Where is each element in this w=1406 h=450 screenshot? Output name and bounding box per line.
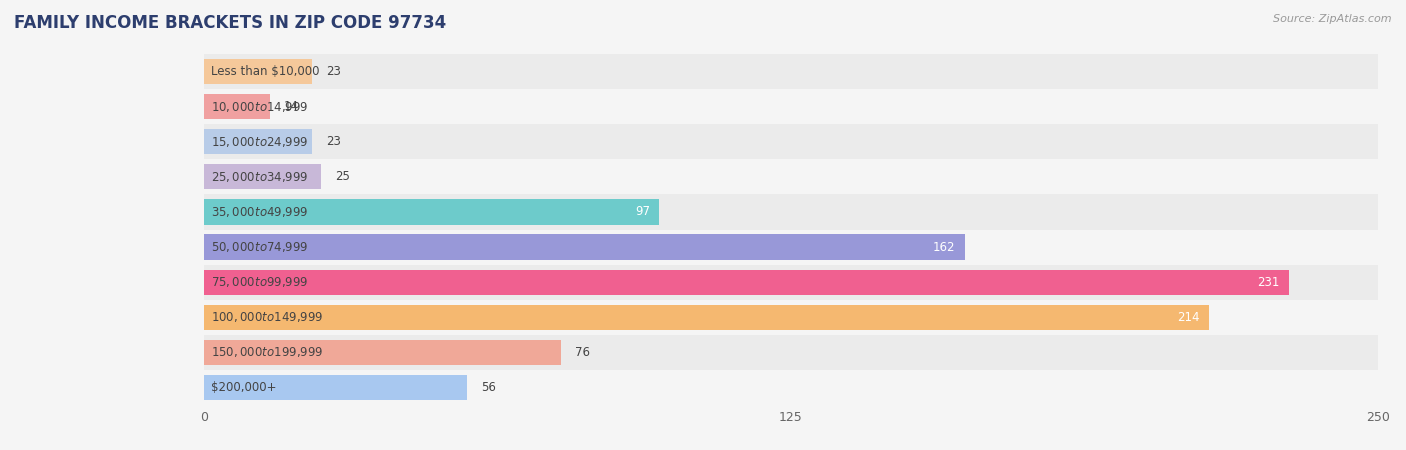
- Text: $35,000 to $49,999: $35,000 to $49,999: [211, 205, 308, 219]
- Bar: [204, 159, 1378, 194]
- Bar: [204, 335, 1378, 370]
- Bar: [204, 375, 467, 400]
- Bar: [204, 194, 1378, 230]
- Bar: [204, 234, 965, 260]
- Bar: [204, 340, 561, 365]
- Bar: [204, 300, 1378, 335]
- Text: 214: 214: [1177, 311, 1199, 324]
- Text: $10,000 to $14,999: $10,000 to $14,999: [211, 99, 308, 114]
- Bar: [204, 230, 1378, 265]
- Text: $100,000 to $149,999: $100,000 to $149,999: [211, 310, 323, 324]
- Bar: [204, 59, 312, 84]
- Text: 97: 97: [636, 206, 650, 218]
- Bar: [204, 164, 321, 189]
- Bar: [204, 54, 1378, 89]
- Text: Less than $10,000: Less than $10,000: [211, 65, 319, 78]
- Text: $15,000 to $24,999: $15,000 to $24,999: [211, 135, 308, 149]
- Text: $75,000 to $99,999: $75,000 to $99,999: [211, 275, 308, 289]
- Text: 14: 14: [284, 100, 298, 113]
- Bar: [204, 89, 1378, 124]
- Text: FAMILY INCOME BRACKETS IN ZIP CODE 97734: FAMILY INCOME BRACKETS IN ZIP CODE 97734: [14, 14, 446, 32]
- Text: Source: ZipAtlas.com: Source: ZipAtlas.com: [1274, 14, 1392, 23]
- Bar: [204, 124, 1378, 159]
- Text: 76: 76: [575, 346, 591, 359]
- Bar: [204, 129, 312, 154]
- Bar: [204, 370, 1378, 405]
- Bar: [204, 265, 1378, 300]
- Text: 23: 23: [326, 65, 340, 78]
- Text: $200,000+: $200,000+: [211, 381, 277, 394]
- Bar: [204, 270, 1289, 295]
- Text: $150,000 to $199,999: $150,000 to $199,999: [211, 345, 323, 360]
- Text: 56: 56: [481, 381, 496, 394]
- Text: 231: 231: [1257, 276, 1279, 288]
- Text: 25: 25: [336, 171, 350, 183]
- Bar: [204, 94, 270, 119]
- Bar: [204, 199, 659, 225]
- Bar: [204, 305, 1209, 330]
- Text: $50,000 to $74,999: $50,000 to $74,999: [211, 240, 308, 254]
- Text: $25,000 to $34,999: $25,000 to $34,999: [211, 170, 308, 184]
- Text: 23: 23: [326, 135, 340, 148]
- Text: 162: 162: [932, 241, 955, 253]
